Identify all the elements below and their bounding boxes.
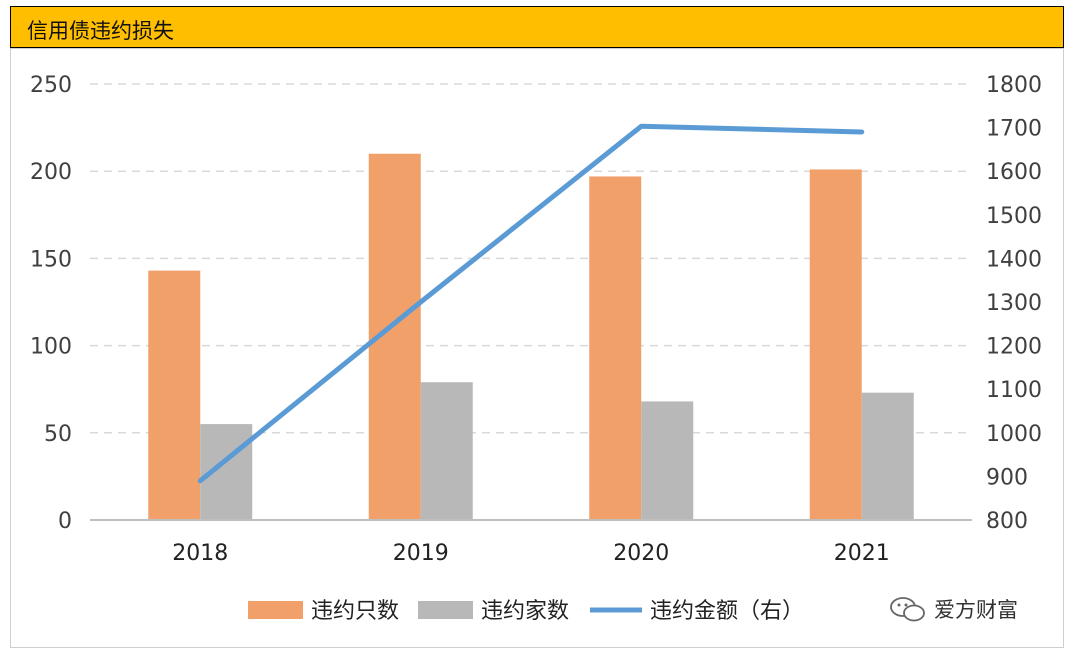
y-left-tick-label: 150 [30, 247, 72, 272]
legend-swatch [248, 601, 303, 619]
y-right-tick-label: 1200 [986, 335, 1042, 360]
y-right-tick-label: 1000 [986, 422, 1042, 447]
title-bar: 信用债违约损失 [10, 6, 1064, 48]
bar-default-count [589, 176, 642, 520]
bar-default-issuers [420, 382, 473, 520]
x-tick-label: 2020 [613, 541, 669, 566]
y-right-tick-label: 1400 [986, 247, 1042, 272]
y-left-tick-label: 0 [58, 509, 72, 534]
x-tick-label: 2019 [393, 541, 449, 566]
y-right-tick-label: 1600 [986, 160, 1042, 185]
y-right-tick-label: 1800 [986, 73, 1042, 98]
y-right-tick-label: 900 [986, 465, 1028, 490]
legend-label: 违约金额（右） [650, 599, 804, 624]
wechat-icon [890, 597, 925, 622]
y-right-tick-label: 1700 [986, 117, 1042, 142]
legend-swatch [418, 601, 473, 619]
legend-layer: 违约只数 违约家数 违约金额（右） [248, 599, 804, 624]
line-layer [197, 123, 865, 484]
bar-default-issuers [641, 401, 694, 520]
y-left-tick-label: 200 [30, 160, 72, 185]
chart-title: 信用债违约损失 [27, 19, 174, 43]
y-right-tick-label: 1300 [986, 291, 1042, 316]
x-tick-label: 2018 [172, 541, 228, 566]
y-left-tick-label: 50 [44, 422, 72, 447]
watermark-text: 爱方财富 [934, 598, 1018, 622]
axis-layer: 0 50 100 150 200 250 800 900 1000 1100 1200 1300 140… [30, 73, 1042, 566]
bars-layer [148, 153, 914, 520]
y-right-tick-label: 800 [986, 509, 1028, 534]
watermark: 爱方财富 [888, 594, 1018, 624]
y-left-tick-label: 250 [30, 73, 72, 98]
line-default-amount [197, 123, 865, 484]
legend-label: 违约家数 [481, 599, 569, 624]
y-right-tick-label: 1500 [986, 204, 1042, 229]
bar-default-issuers [861, 392, 914, 520]
bar-default-count [148, 270, 201, 520]
y-right-tick-label: 1100 [986, 378, 1042, 403]
y-left-tick-label: 100 [30, 335, 72, 360]
legend-label: 违约只数 [311, 599, 399, 624]
x-tick-label: 2021 [834, 541, 890, 566]
bar-default-count [809, 169, 862, 520]
